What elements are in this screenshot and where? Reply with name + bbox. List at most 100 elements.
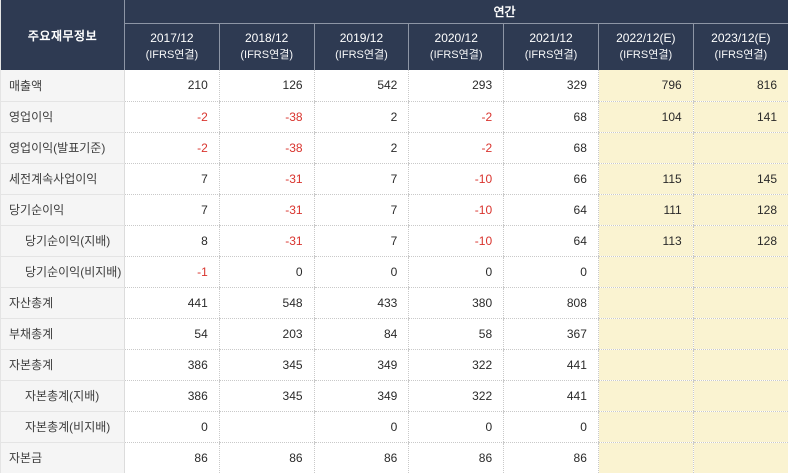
table-row: 당기순이익(지배) 8 -31 7 -10 64 113 128 xyxy=(0,225,788,257)
row-label: 세전계속사업이익 xyxy=(0,163,125,195)
column-header-202312E: 2023/12(E) (IFRS연결) xyxy=(692,23,788,70)
cell-value: 0 xyxy=(313,411,409,443)
cell-value: 441 xyxy=(503,349,599,381)
cell-value xyxy=(692,442,788,473)
cell-value: 0 xyxy=(313,256,409,288)
cell-value: 64 xyxy=(503,225,599,257)
column-year-label: 2019/12 xyxy=(339,31,384,46)
cell-value xyxy=(597,442,694,473)
cell-value: 145 xyxy=(692,163,788,195)
cell-value xyxy=(597,318,694,350)
cell-value: 329 xyxy=(503,70,599,102)
column-header-201812: 2018/12 (IFRS연결) xyxy=(218,23,315,70)
column-header-row: 2017/12 (IFRS연결) 2018/12 (IFRS연결) 2019/12 (IF… xyxy=(1,23,788,70)
column-year-label: 2023/12(E) xyxy=(711,31,771,46)
cell-value: 86 xyxy=(218,442,315,473)
column-header-202112: 2021/12 (IFRS연결) xyxy=(503,23,599,70)
cell-value: 349 xyxy=(313,349,409,381)
row-label: 부채총계 xyxy=(0,318,125,350)
cell-value: 128 xyxy=(692,225,788,257)
column-basis-label: (IFRS연결) xyxy=(240,49,293,62)
cell-value: 104 xyxy=(597,101,694,133)
table-row: 세전계속사업이익 7 -31 7 -10 66 115 145 xyxy=(0,163,788,195)
cell-value: 441 xyxy=(503,380,599,412)
cell-value xyxy=(692,411,788,443)
table-row: 영업이익(발표기준) -2 -38 2 -2 68 xyxy=(0,132,788,164)
cell-value: 441 xyxy=(124,287,220,319)
cell-value: -10 xyxy=(408,225,504,257)
cell-value xyxy=(692,132,788,164)
cell-value: 203 xyxy=(218,318,315,350)
cell-value: -10 xyxy=(408,194,504,226)
cell-value: 386 xyxy=(124,380,220,412)
table-header: 주요재무정보 연간 2017/12 (IFRS연결) 2018/12 (IFRS연결)… xyxy=(0,0,788,70)
cell-value: 345 xyxy=(218,380,315,412)
cell-value: 111 xyxy=(597,194,694,226)
cell-value xyxy=(597,256,694,288)
cell-value: 816 xyxy=(692,70,788,102)
cell-value: 367 xyxy=(503,318,599,350)
row-label: 자본총계(지배) xyxy=(0,380,125,412)
cell-value: 0 xyxy=(408,411,504,443)
column-basis-label: (IFRS연결) xyxy=(429,49,483,62)
cell-value xyxy=(692,349,788,381)
cell-value: 293 xyxy=(408,70,504,102)
cell-value xyxy=(597,132,694,164)
cell-value xyxy=(692,380,788,412)
group-header-row: 주요재무정보 연간 xyxy=(0,0,788,70)
cell-value: 7 xyxy=(313,163,409,195)
cell-value: 86 xyxy=(503,442,599,473)
cell-value: 2 xyxy=(313,101,409,133)
row-label: 영업이익(발표기준) xyxy=(0,132,125,164)
row-label: 자산총계 xyxy=(0,287,125,319)
column-header-201912: 2019/12 (IFRS연결) xyxy=(313,23,409,70)
cell-value xyxy=(597,380,694,412)
cell-value: -31 xyxy=(218,225,315,257)
table-body: 매출액 210 126 542 293 329 796 816 영업이익 -2 -38 2 -2 68 10… xyxy=(0,70,788,473)
column-year-label: 2022/12(E) xyxy=(616,31,676,46)
cell-value: -2 xyxy=(124,132,220,164)
cell-value: 0 xyxy=(503,256,599,288)
column-header-202212E: 2022/12(E) (IFRS연결) xyxy=(597,23,694,70)
cell-value: 84 xyxy=(313,318,409,350)
row-label: 자본금 xyxy=(0,442,125,473)
cell-value: 7 xyxy=(313,194,409,226)
cell-value: 548 xyxy=(218,287,315,319)
row-label: 영업이익 xyxy=(0,101,125,133)
cell-value: 86 xyxy=(194,450,208,465)
cell-value: 0 xyxy=(124,411,220,443)
cell-value: 7 xyxy=(313,225,409,257)
cell-value xyxy=(597,411,694,443)
cell-value: -1 xyxy=(124,256,220,288)
row-label: 자본총계(비지배) xyxy=(0,411,125,443)
cell-value: 542 xyxy=(313,70,409,102)
table-row: 자본금 86 86 86 86 86 xyxy=(0,442,788,473)
group-header-annual-label: 연간 xyxy=(493,4,516,19)
cell-value: 128 xyxy=(692,194,788,226)
cell-value: 0 xyxy=(218,256,315,288)
cell-value: 7 xyxy=(124,163,220,195)
cell-value: 54 xyxy=(124,318,220,350)
cell-value: 126 xyxy=(218,70,315,102)
cell-value: -31 xyxy=(218,194,315,226)
row-label: 당기순이익 xyxy=(0,194,125,226)
cell-value: 322 xyxy=(408,380,504,412)
cell-value: -38 xyxy=(218,101,315,133)
cell-value xyxy=(692,318,788,350)
corner-header-label: 주요재무정보 xyxy=(0,0,125,70)
row-label: 매출액 xyxy=(0,70,125,102)
cell-value: 8 xyxy=(124,225,220,257)
cell-value xyxy=(692,287,788,319)
table-row: 자산총계 441 548 433 380 808 xyxy=(0,287,788,319)
cell-value xyxy=(597,349,694,381)
cell-value: 68 xyxy=(503,132,599,164)
cell-value: 808 xyxy=(503,287,599,319)
cell-value: 386 xyxy=(124,349,220,381)
cell-value: 7 xyxy=(124,194,220,226)
cell-value: 0 xyxy=(503,411,599,443)
cell-value: -2 xyxy=(124,101,220,133)
table-row: 부채총계 54 203 84 58 367 xyxy=(0,318,788,350)
column-basis-label: (IFRS연결) xyxy=(145,49,199,62)
table-row: 자본총계(비지배) 0 0 0 0 xyxy=(0,411,788,443)
